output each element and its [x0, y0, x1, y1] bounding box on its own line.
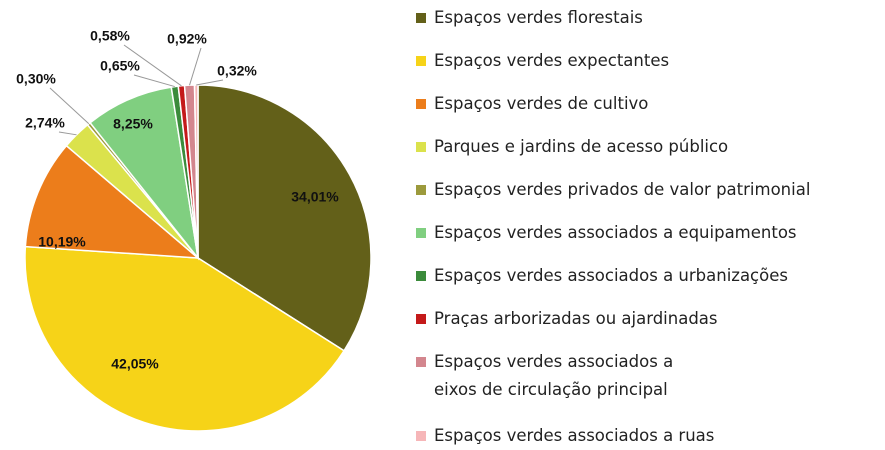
legend-swatch: [416, 142, 426, 152]
legend-label: Parques e jardins de acesso público: [434, 137, 729, 156]
legend-swatch: [416, 228, 426, 238]
leader-line: [49, 87, 90, 125]
legend-label: Espaços verdes expectantes: [434, 51, 670, 70]
legend-label: Espaços verdes associados a equipamentos: [434, 223, 797, 242]
leader-line: [123, 44, 182, 87]
data-label: 10,19%: [38, 234, 86, 250]
leader-line: [196, 79, 224, 86]
leader-line: [58, 131, 77, 136]
data-label: 0,65%: [100, 58, 140, 74]
data-label: 42,05%: [111, 356, 159, 372]
data-label: 8,25%: [113, 116, 153, 132]
data-label: 0,58%: [90, 28, 130, 44]
legend-label: Espaços verdes associados a urbanizações: [434, 266, 788, 285]
leader-line: [133, 74, 175, 88]
legend-swatch: [416, 314, 426, 324]
legend-swatch: [416, 431, 426, 441]
data-label: 2,74%: [25, 115, 65, 131]
data-label: 0,32%: [217, 63, 257, 79]
pie-slice: [197, 84, 372, 352]
legend-label: Praças arborizadas ou ajardinadas: [434, 309, 718, 328]
pie-slice: [24, 144, 201, 259]
leader-line: [189, 47, 202, 86]
legend-swatch: [416, 185, 426, 195]
pie-slice: [89, 86, 200, 261]
legend-label: Espaços verdes associados a ruas: [434, 426, 715, 445]
legend-swatch: [416, 99, 426, 109]
legend-label: Espaços verdes associados a eixos de cir…: [434, 352, 674, 399]
data-label: 34,01%: [291, 189, 339, 205]
legend-swatch: [416, 13, 426, 23]
data-label: 0,30%: [16, 71, 56, 87]
legend-label: Espaços verdes privados de valor patrimo…: [434, 180, 811, 199]
legend-label: Espaços verdes florestais: [434, 8, 643, 27]
legend-swatch: [416, 56, 426, 66]
legend-swatch: [416, 271, 426, 281]
legend-swatch: [416, 357, 426, 367]
data-label: 0,92%: [167, 31, 207, 47]
legend-label: Espaços verdes de cultivo: [434, 94, 649, 113]
pie-slice: [24, 245, 346, 432]
